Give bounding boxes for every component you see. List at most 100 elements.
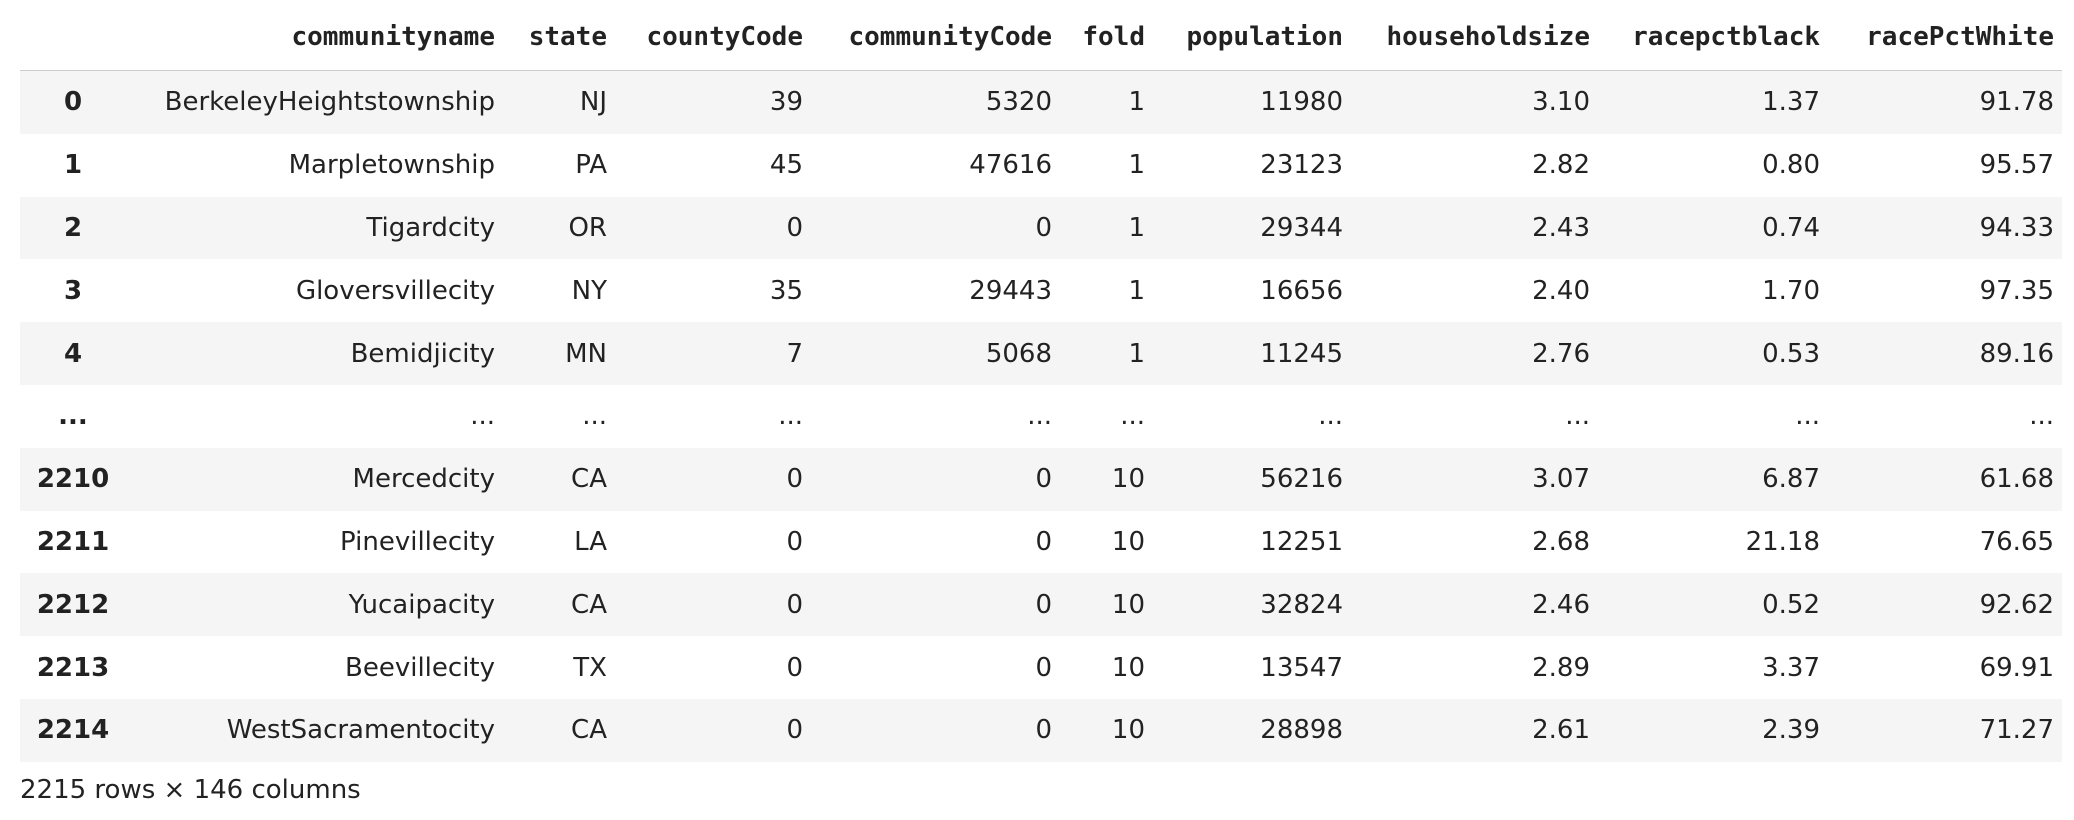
column-header: state xyxy=(503,4,615,71)
table-cell: 0.80 xyxy=(1762,150,1820,181)
column-header: communityCode xyxy=(811,4,1060,71)
column-header: householdsize xyxy=(1351,4,1598,71)
table-cell: Tigardcity xyxy=(366,212,495,243)
table-cell: ... xyxy=(1318,401,1343,432)
table-cell: 1 xyxy=(1128,212,1145,243)
table-row: 1 Marpletownship PA 45 47616 1 23123 2.82 0.80 95… xyxy=(20,134,2062,197)
table-cell: 1 xyxy=(1128,150,1145,181)
table-cell: 2.39 xyxy=(1762,715,1820,746)
table-cell: 0 xyxy=(1035,212,1052,243)
table-cell: NJ xyxy=(579,87,607,118)
column-header: racePctWhite xyxy=(1828,4,2062,71)
table-cell: 13547 xyxy=(1260,652,1343,683)
column-header: racepctblack xyxy=(1598,4,1828,71)
table-cell: 16656 xyxy=(1260,275,1343,306)
table-cell: 91.78 xyxy=(1979,87,2054,118)
column-header: fold xyxy=(1060,4,1153,71)
table-cell: 29443 xyxy=(969,275,1052,306)
table-cell: 0 xyxy=(786,715,803,746)
table-cell: 11980 xyxy=(1260,87,1343,118)
table-cell: 1.70 xyxy=(1762,275,1820,306)
table-cell: 0.53 xyxy=(1762,338,1820,369)
table-cell: 2.46 xyxy=(1532,589,1590,620)
table-cell: 2.89 xyxy=(1532,652,1590,683)
table-cell: ... xyxy=(582,401,607,432)
table-cell: CA xyxy=(571,589,607,620)
table-cell: Gloversvillecity xyxy=(295,275,495,306)
table-cell: 1 xyxy=(1128,338,1145,369)
table-cell: 1 xyxy=(1128,87,1145,118)
table-body: 0 BerkeleyHeightstownship NJ 39 5320 1 11980 3.… xyxy=(20,70,2062,762)
table-cell: 0 xyxy=(786,652,803,683)
table-row: .............................. xyxy=(20,385,2062,448)
table-cell: 6.87 xyxy=(1762,464,1820,495)
table-cell: 3.10 xyxy=(1532,87,1590,118)
table-cell: 0 xyxy=(1035,464,1052,495)
table-cell: 1 xyxy=(1128,275,1145,306)
table-cell: BerkeleyHeightstownship xyxy=(164,87,495,118)
table-cell: CA xyxy=(571,715,607,746)
table-row: 2214 WestSacramentocity CA 0 0 10 28898 2.61 2.3… xyxy=(20,698,2062,762)
header-row: communityname state countyCode communityCod… xyxy=(20,4,2062,71)
table-cell: ... xyxy=(778,401,803,432)
table-cell: 94.33 xyxy=(1979,212,2054,243)
row-index: 0 xyxy=(63,87,83,118)
table-cell: ... xyxy=(1795,401,1820,432)
table-cell: Bemidjicity xyxy=(350,338,495,369)
row-index: 4 xyxy=(63,338,83,369)
table-cell: 69.91 xyxy=(1979,652,2054,683)
table-cell: 2.76 xyxy=(1532,338,1590,369)
table-cell: 95.57 xyxy=(1979,150,2054,181)
table-row: 4 Bemidjicity MN 7 5068 1 11245 2.76 0.53 89.16 xyxy=(20,322,2062,385)
row-index: 2211 xyxy=(36,526,110,557)
table-cell: 2.40 xyxy=(1532,275,1590,306)
table-cell: ... xyxy=(1565,401,1590,432)
table-cell: ... xyxy=(470,401,495,432)
column-header: countyCode xyxy=(615,4,811,71)
table-cell: 3.37 xyxy=(1762,652,1820,683)
table-row: 2210 Mercedcity CA 0 0 10 56216 3.07 6.87 61.68 xyxy=(20,447,2062,511)
table-cell: 32824 xyxy=(1260,589,1343,620)
table-cell: 10 xyxy=(1111,652,1145,683)
table-cell: ... xyxy=(1120,401,1145,432)
row-index: 2212 xyxy=(36,589,110,620)
table-cell: 2.68 xyxy=(1532,526,1590,557)
row-index: 2214 xyxy=(36,715,110,746)
table-cell: Pinevillecity xyxy=(340,526,495,557)
table-cell: 45 xyxy=(769,150,803,181)
table-cell: 0 xyxy=(786,526,803,557)
table-cell: 97.35 xyxy=(1979,275,2054,306)
table-row: 3 Gloversvillecity NY 35 29443 1 16656 2.40 1.70… xyxy=(20,259,2062,322)
table-cell: 10 xyxy=(1111,464,1145,495)
row-index: 2210 xyxy=(36,464,110,495)
table-cell: 11245 xyxy=(1260,338,1343,369)
table-cell: Yucaipacity xyxy=(348,589,495,620)
table-cell: 23123 xyxy=(1260,150,1343,181)
table-cell: NY xyxy=(571,275,607,306)
row-index: 1 xyxy=(63,150,83,181)
table-cell: 39 xyxy=(769,87,803,118)
table-cell: 0.74 xyxy=(1762,212,1820,243)
table-cell: 0 xyxy=(786,589,803,620)
table-cell: WestSacramentocity xyxy=(226,715,495,746)
table-cell: MN xyxy=(565,338,607,369)
table-cell: 1.37 xyxy=(1762,87,1820,118)
table-cell: 7 xyxy=(786,338,803,369)
table-cell: 2.82 xyxy=(1532,150,1590,181)
table-cell: Marpletownship xyxy=(288,150,495,181)
row-index: ... xyxy=(58,401,88,432)
table-cell: LA xyxy=(574,526,607,557)
table-cell: 12251 xyxy=(1260,526,1343,557)
table-cell: 0 xyxy=(1035,652,1052,683)
table-cell: 5068 xyxy=(985,338,1052,369)
table-cell: CA xyxy=(571,464,607,495)
index-header xyxy=(20,4,126,71)
row-index: 2213 xyxy=(36,652,110,683)
dataframe: communityname state countyCode communityCod… xyxy=(20,4,2062,762)
table-cell: 0.52 xyxy=(1762,589,1820,620)
row-index: 3 xyxy=(63,275,83,306)
shape-note: 2215 rows × 146 columns xyxy=(20,775,361,805)
table-cell: 56216 xyxy=(1260,464,1343,495)
column-header: population xyxy=(1153,4,1351,71)
table-row: 2 Tigardcity OR 0 0 1 29344 2.43 0.74 94.33 xyxy=(20,196,2062,260)
